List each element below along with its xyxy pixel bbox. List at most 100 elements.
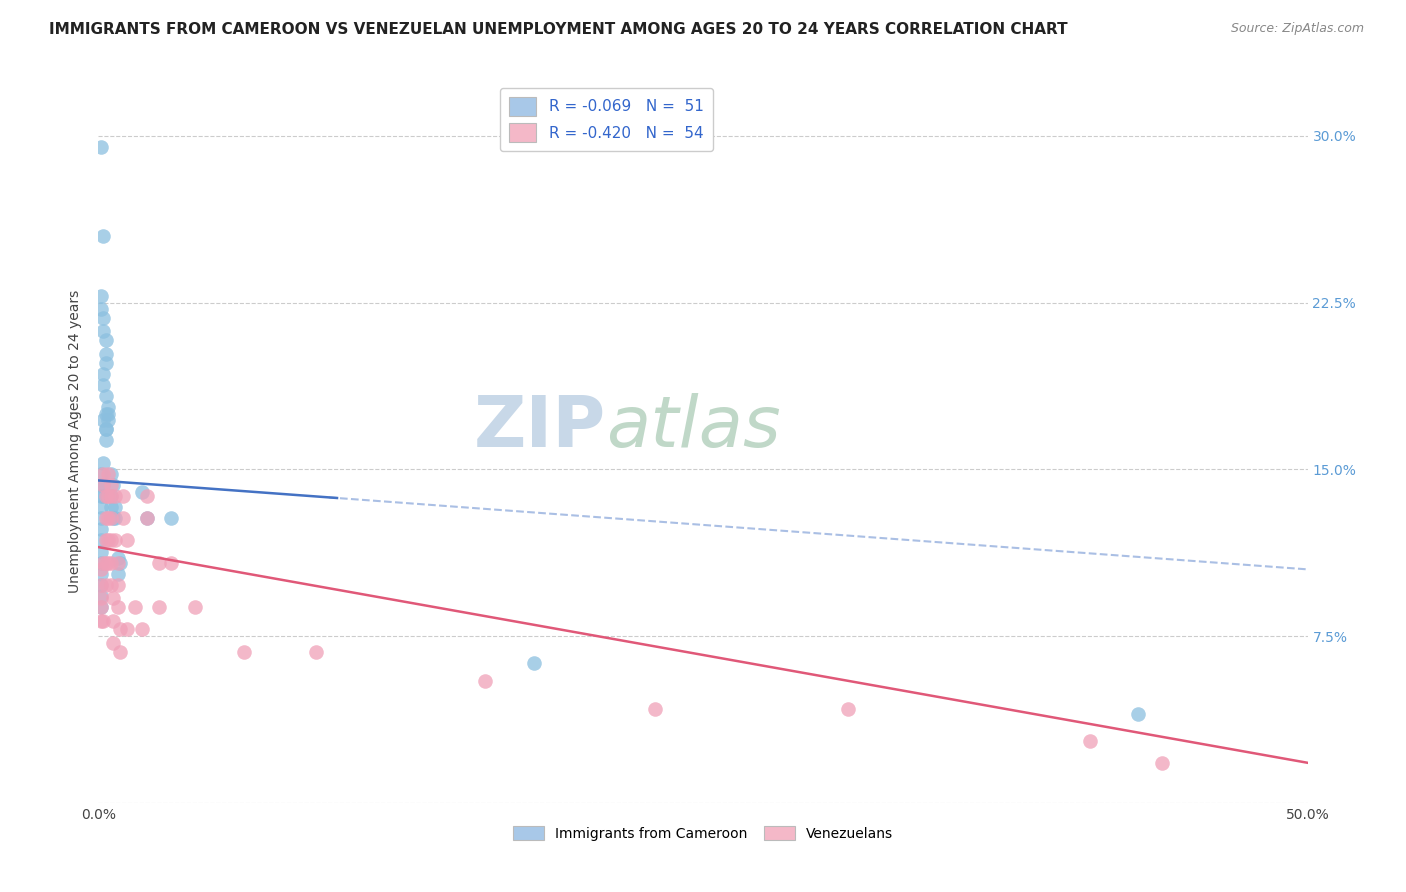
Point	[101, 511, 124, 525]
Point	[94, 556, 117, 570]
Point	[90, 544, 112, 558]
Point	[100, 467, 122, 481]
Point	[91, 311, 114, 326]
Point	[837, 702, 859, 716]
Point	[100, 556, 122, 570]
Point	[131, 484, 153, 499]
Point	[97, 467, 120, 481]
Point	[124, 600, 146, 615]
Point	[100, 511, 122, 525]
Point	[97, 413, 120, 427]
Point	[148, 600, 170, 615]
Point	[107, 600, 129, 615]
Point	[91, 325, 114, 339]
Point	[100, 578, 122, 592]
Point	[644, 702, 666, 716]
Point	[94, 407, 117, 421]
Point	[97, 533, 120, 548]
Point	[90, 556, 112, 570]
Point	[100, 489, 122, 503]
Point	[104, 533, 127, 548]
Point	[90, 578, 112, 592]
Point	[117, 623, 139, 637]
Point	[117, 533, 139, 548]
Point	[90, 522, 112, 536]
Point	[91, 413, 114, 427]
Point	[101, 614, 124, 628]
Point	[90, 578, 112, 592]
Point	[100, 478, 122, 492]
Point	[90, 562, 112, 576]
Point	[91, 467, 114, 481]
Point	[111, 489, 134, 503]
Y-axis label: Unemployment Among Ages 20 to 24 years: Unemployment Among Ages 20 to 24 years	[69, 290, 83, 593]
Point	[1078, 733, 1101, 747]
Point	[107, 578, 129, 592]
Point	[97, 407, 120, 421]
Point	[94, 434, 117, 448]
Point	[100, 489, 122, 503]
Point	[135, 489, 157, 503]
Point	[1152, 756, 1174, 770]
Point	[91, 489, 114, 503]
Text: ZIP: ZIP	[474, 392, 606, 461]
Point	[97, 556, 120, 570]
Point	[90, 289, 112, 303]
Point	[94, 422, 117, 436]
Point	[108, 623, 131, 637]
Point	[107, 551, 129, 566]
Point	[94, 533, 117, 548]
Point	[474, 673, 496, 688]
Point	[90, 533, 112, 548]
Point	[108, 556, 131, 570]
Point	[101, 636, 124, 650]
Point	[104, 489, 127, 503]
Point	[90, 600, 112, 615]
Point	[100, 533, 122, 548]
Point	[91, 456, 114, 470]
Point	[107, 556, 129, 570]
Point	[97, 400, 120, 414]
Point	[523, 656, 546, 670]
Point	[135, 511, 157, 525]
Point	[94, 389, 117, 403]
Point	[91, 478, 114, 492]
Point	[91, 228, 114, 243]
Point	[90, 140, 112, 154]
Point	[91, 614, 114, 628]
Point	[90, 511, 112, 525]
Point	[91, 367, 114, 381]
Point	[90, 302, 112, 317]
Point	[90, 500, 112, 515]
Point	[108, 645, 131, 659]
Point	[131, 623, 153, 637]
Point	[90, 478, 112, 492]
Point	[160, 511, 183, 525]
Point	[94, 578, 117, 592]
Point	[91, 556, 114, 570]
Point	[97, 489, 120, 503]
Point	[1128, 706, 1150, 721]
Point	[184, 600, 207, 615]
Text: IMMIGRANTS FROM CAMEROON VS VENEZUELAN UNEMPLOYMENT AMONG AGES 20 TO 24 YEARS CO: IMMIGRANTS FROM CAMEROON VS VENEZUELAN U…	[49, 22, 1067, 37]
Point	[104, 511, 127, 525]
Point	[94, 422, 117, 436]
Legend: Immigrants from Cameroon, Venezuelans: Immigrants from Cameroon, Venezuelans	[508, 821, 898, 847]
Text: Source: ZipAtlas.com: Source: ZipAtlas.com	[1230, 22, 1364, 36]
Point	[94, 489, 117, 503]
Point	[90, 566, 112, 581]
Point	[101, 591, 124, 606]
Point	[90, 467, 112, 481]
Point	[305, 645, 328, 659]
Point	[90, 489, 112, 503]
Point	[94, 334, 117, 348]
Point	[94, 347, 117, 361]
Point	[90, 614, 112, 628]
Point	[232, 645, 254, 659]
Point	[94, 356, 117, 370]
Point	[90, 589, 112, 603]
Point	[91, 478, 114, 492]
Point	[160, 556, 183, 570]
Point	[91, 377, 114, 392]
Point	[148, 556, 170, 570]
